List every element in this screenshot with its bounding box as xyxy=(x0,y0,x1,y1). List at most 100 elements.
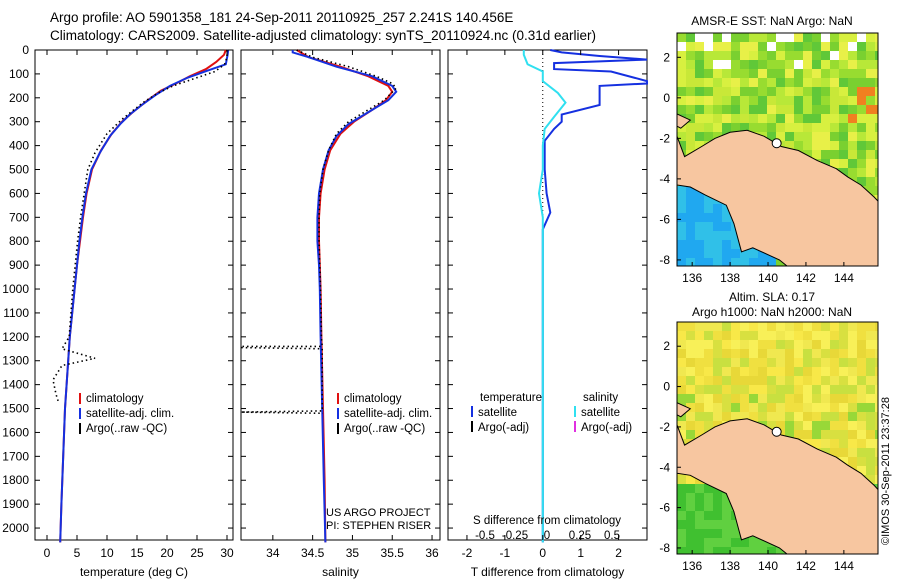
y-tick-label: -6 xyxy=(659,501,670,515)
map-cell xyxy=(821,132,831,142)
map-cell xyxy=(731,42,741,52)
map-cell xyxy=(695,547,705,554)
map-cell xyxy=(812,376,822,386)
map-cell xyxy=(830,367,840,377)
map-cell xyxy=(776,96,786,106)
map-cell xyxy=(785,403,795,413)
map-cell xyxy=(812,51,822,61)
map-cell xyxy=(830,123,840,133)
map-cell xyxy=(821,367,831,377)
map-cell xyxy=(875,403,878,413)
map-cell xyxy=(866,186,876,196)
map-cell xyxy=(794,421,804,431)
map-cell xyxy=(713,114,723,124)
map-cell xyxy=(857,78,867,88)
map-cell xyxy=(794,349,804,359)
map-cell xyxy=(794,96,804,106)
map-cell xyxy=(740,358,750,368)
map-cell xyxy=(875,394,878,404)
map-cell xyxy=(767,42,777,52)
map-cell xyxy=(839,430,849,440)
map-cell xyxy=(875,60,878,70)
map-cell xyxy=(803,394,813,404)
map-cell xyxy=(821,114,831,124)
map-cell xyxy=(875,159,878,169)
map-cell xyxy=(704,376,714,386)
map-cell xyxy=(839,78,849,88)
map-cell xyxy=(857,51,867,61)
map-cell xyxy=(875,466,878,476)
legend-title-temperature: temperature xyxy=(480,392,542,404)
map-cell xyxy=(839,385,849,395)
map-cell xyxy=(713,240,723,250)
map-cell xyxy=(677,484,687,494)
map-cell xyxy=(677,412,687,422)
map-cell xyxy=(767,51,777,61)
map-cell xyxy=(866,331,876,341)
map-cell xyxy=(749,376,759,386)
map-cell xyxy=(758,87,768,97)
map-cell xyxy=(767,78,777,88)
map-cell xyxy=(686,240,696,250)
map-cell xyxy=(830,132,840,142)
map-cell xyxy=(677,51,687,61)
map-cell xyxy=(722,240,732,250)
map-cell xyxy=(875,123,878,133)
map-cell xyxy=(677,222,687,232)
map-cell xyxy=(857,439,867,449)
legend-label: satellite xyxy=(478,407,517,419)
map-cell xyxy=(731,60,741,70)
map-cell xyxy=(812,78,822,88)
map-cell xyxy=(704,240,714,250)
map-cell xyxy=(758,96,768,106)
map-cell xyxy=(695,502,705,512)
map-cell xyxy=(686,51,696,61)
map-cell xyxy=(785,141,795,151)
map-cell xyxy=(695,87,705,97)
map-cell xyxy=(713,367,723,377)
map-cell xyxy=(749,331,759,341)
map-cell xyxy=(839,42,849,52)
map-cell xyxy=(677,502,687,512)
map-cell xyxy=(812,123,822,133)
x-tick-label: 1 xyxy=(577,546,584,560)
map-cell xyxy=(857,105,867,115)
map-cell xyxy=(677,421,687,431)
y-tick-label: 2 xyxy=(663,50,670,64)
map-cell xyxy=(848,123,858,133)
map-cell xyxy=(713,412,723,422)
map-cell xyxy=(776,367,786,377)
map-cell xyxy=(749,258,759,266)
map-cell xyxy=(875,141,878,151)
y-tick-label: 400 xyxy=(9,139,29,153)
map-cell xyxy=(704,231,714,241)
map-cell xyxy=(722,502,732,512)
y-tick-label: 2000 xyxy=(2,521,29,535)
map-cell xyxy=(857,69,867,79)
map-cell xyxy=(821,358,831,368)
map-cell xyxy=(830,349,840,359)
map-cell xyxy=(740,394,750,404)
map-cell xyxy=(785,385,795,395)
map-cell xyxy=(695,222,705,232)
map-cell xyxy=(812,385,822,395)
map-cell xyxy=(785,96,795,106)
map-cell xyxy=(857,87,867,97)
map-cell xyxy=(686,349,696,359)
y-tick-label: -4 xyxy=(659,172,670,186)
map-cell xyxy=(848,412,858,422)
map-cell xyxy=(857,123,867,133)
map-cell xyxy=(713,96,723,106)
map-cell xyxy=(686,484,696,494)
map-cell xyxy=(704,340,714,350)
land-mass xyxy=(677,418,878,554)
map-cell xyxy=(704,538,714,548)
x-tick-label: 140 xyxy=(758,559,778,573)
map-cell xyxy=(776,69,786,79)
map-cell xyxy=(686,114,696,124)
map-cell xyxy=(821,87,831,97)
map-cell xyxy=(794,430,804,440)
map-cell xyxy=(866,403,876,413)
map-cell xyxy=(785,114,795,124)
map-cell xyxy=(857,159,867,169)
